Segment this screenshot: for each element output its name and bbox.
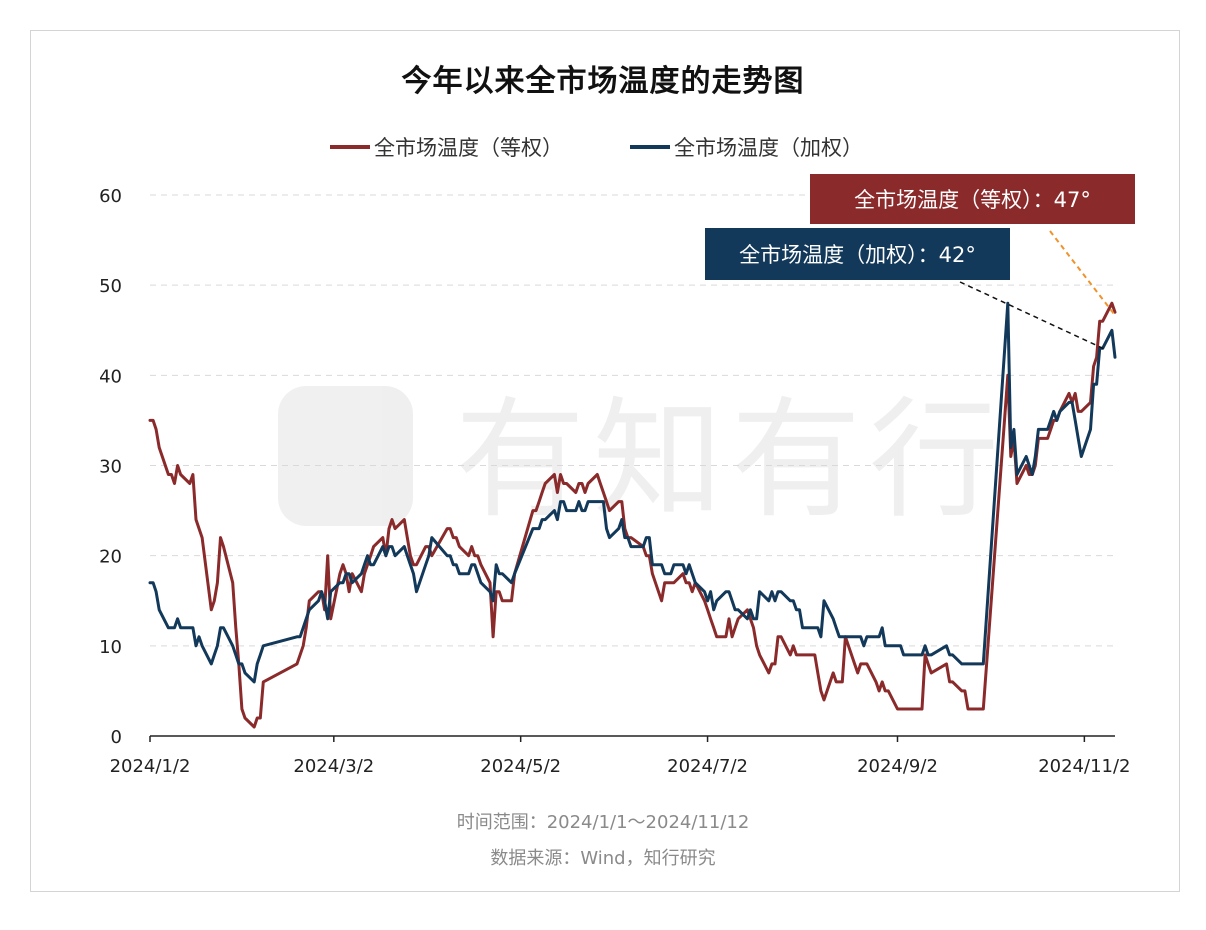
watermark-logo — [278, 386, 413, 526]
y-tick-label: 0 — [111, 727, 122, 748]
watermark: 有知有行 — [278, 384, 1007, 536]
x-tick-label: 2024/9/2 — [857, 756, 938, 777]
legend-label-weighted: 全市场温度（加权） — [674, 136, 863, 160]
legend-swatch-equal — [330, 145, 370, 149]
chart-title: 今年以来全市场温度的走势图 — [401, 64, 805, 99]
x-tick-label: 2024/5/2 — [480, 756, 561, 777]
legend-swatch-weighted — [630, 145, 670, 149]
legend-label-equal: 全市场温度（等权） — [374, 136, 563, 160]
callout-weighted: 全市场温度（加权）：42° — [705, 228, 1010, 280]
legend-item-weighted: 全市场温度（加权） — [630, 132, 863, 162]
footer-source: 数据来源：Wind，知行研究 — [490, 848, 716, 869]
leader-line-weighted — [959, 281, 1106, 350]
y-tick-label: 20 — [99, 547, 122, 568]
y-tick-label: 30 — [99, 457, 122, 478]
y-tick-label: 10 — [99, 637, 122, 658]
y-tick-label: 40 — [99, 366, 122, 387]
callout-equal: 全市场温度（等权）：47° — [810, 174, 1135, 224]
watermark-text: 有知有行 — [455, 384, 1007, 536]
y-tick-label: 50 — [99, 276, 122, 297]
footer-range: 时间范围：2024/1/1～2024/11/12 — [456, 812, 750, 833]
series-line-weighted — [148, 301, 1117, 684]
leader-line-equal — [1049, 230, 1116, 316]
x-axis: 2024/1/2 2024/3/2 2024/5/2 2024/7/2 2024/9/2… — [110, 735, 1131, 777]
x-tick-label: 2024/11/2 — [1038, 756, 1130, 777]
legend-item-equal: 全市场温度（等权） — [330, 132, 563, 162]
chart-frame — [30, 30, 1180, 892]
x-tick-label: 2024/7/2 — [667, 756, 748, 777]
x-tick-label: 2024/1/2 — [110, 756, 191, 777]
y-axis-ticks: 0 10 20 30 40 50 60 — [99, 186, 122, 748]
chart-legend: 全市场温度（等权） 全市场温度（加权） — [0, 132, 1206, 162]
x-tick-label: 2024/3/2 — [293, 756, 374, 777]
callout-equal-text: 全市场温度（等权）：47° — [854, 188, 1091, 212]
series-lines — [148, 301, 1117, 729]
y-tick-label: 60 — [99, 186, 122, 207]
callout-weighted-text: 全市场温度（加权）：42° — [739, 243, 976, 267]
